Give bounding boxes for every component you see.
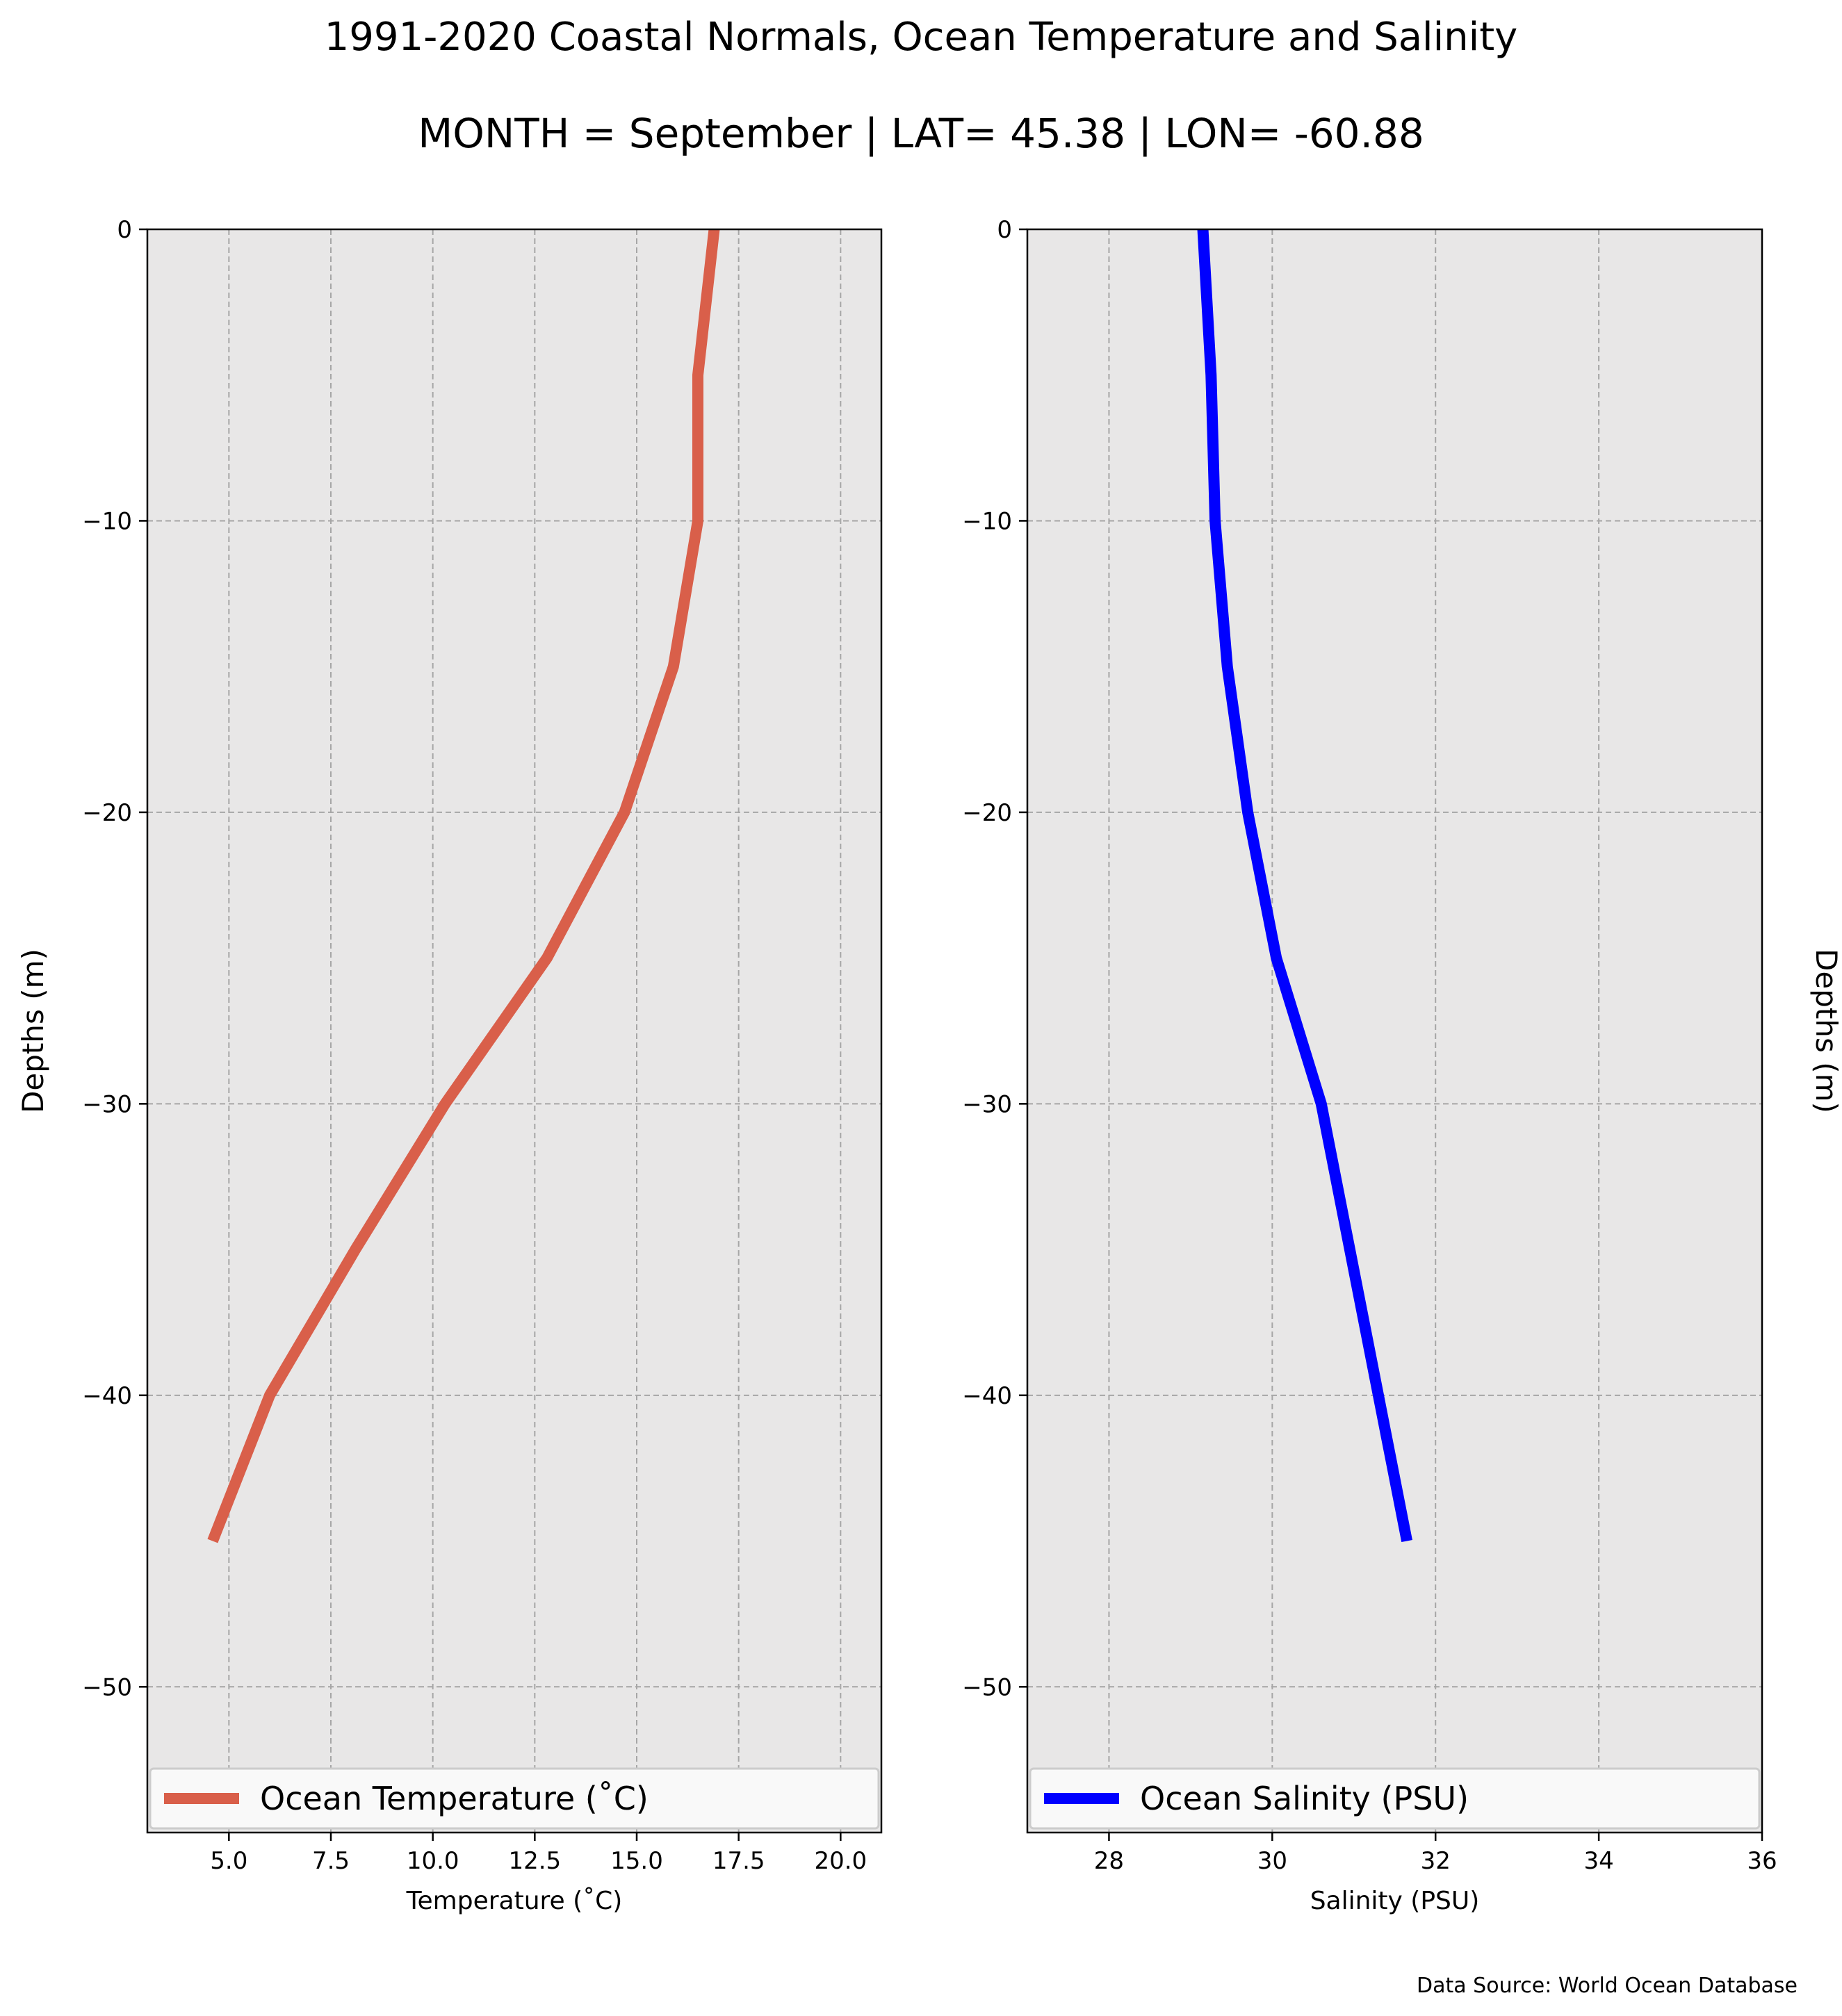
x-tick-label: 10.0 bbox=[407, 1847, 459, 1875]
plot-area bbox=[147, 229, 881, 1833]
y-tick-label: −40 bbox=[962, 1382, 1012, 1410]
temperature-panel: Ocean Temperature (˚C) 5.0 7.5 10.0 12.5 15.0… bbox=[16, 216, 883, 1915]
x-axis-label: Temperature (˚C) bbox=[406, 1887, 623, 1915]
legend-box bbox=[1029, 1767, 1761, 1830]
axes-frame bbox=[146, 228, 883, 1834]
x-tick-label: 20.0 bbox=[814, 1847, 867, 1875]
data-source-note: Data Source: World Ocean Database bbox=[1417, 1974, 1798, 1998]
axes-frame bbox=[1026, 228, 1763, 1834]
x-tick-label: 32 bbox=[1421, 1847, 1451, 1875]
series-line bbox=[207, 229, 720, 1543]
salinity-panel: Ocean Salinity (PSU) 28 30 32 34 36 0 −10 −20 −30… bbox=[962, 216, 1842, 1915]
y-tick-label: 0 bbox=[117, 216, 132, 244]
y-tick-label: −40 bbox=[82, 1382, 132, 1410]
legend-label: Ocean Temperature (˚C) bbox=[260, 1780, 649, 1817]
legend-box bbox=[149, 1767, 880, 1830]
figure-subtitle: MONTH = September | LAT= 45.38 | LON= -6… bbox=[418, 110, 1424, 157]
y-tick-label: −30 bbox=[962, 1090, 1012, 1118]
legend: Ocean Salinity (PSU) bbox=[1029, 1767, 1761, 1830]
x-tick-label: 28 bbox=[1094, 1847, 1124, 1875]
y-tick-label: −50 bbox=[82, 1673, 132, 1701]
x-tick-label: 34 bbox=[1583, 1847, 1613, 1875]
x-tick-label: 5.0 bbox=[210, 1847, 247, 1875]
x-axis-label: Salinity (PSU) bbox=[1310, 1887, 1480, 1915]
y-tick-label: −20 bbox=[962, 799, 1012, 827]
y-tick-label: −50 bbox=[962, 1673, 1012, 1701]
x-tick-label: 17.5 bbox=[712, 1847, 765, 1875]
y-axis-label: Depths (m) bbox=[16, 949, 50, 1113]
y-tick-label: 0 bbox=[997, 216, 1012, 244]
y-tick-label: −20 bbox=[82, 799, 132, 827]
y-tick-label: −10 bbox=[962, 507, 1012, 535]
y-axis-label: Depths (m) bbox=[1809, 949, 1842, 1113]
x-tick-label: 7.5 bbox=[312, 1847, 350, 1875]
y-tick-label: −10 bbox=[82, 507, 132, 535]
x-tick-label: 15.0 bbox=[610, 1847, 663, 1875]
x-tick-label: 36 bbox=[1747, 1847, 1777, 1875]
legend-label: Ocean Salinity (PSU) bbox=[1140, 1780, 1469, 1817]
y-tick-label: −30 bbox=[82, 1090, 132, 1118]
x-tick-label: 12.5 bbox=[508, 1847, 561, 1875]
figure-title: 1991-2020 Coastal Normals, Ocean Tempera… bbox=[325, 15, 1518, 60]
plot-area bbox=[1027, 229, 1762, 1833]
x-tick-label: 30 bbox=[1257, 1847, 1287, 1875]
series-line bbox=[1197, 229, 1412, 1543]
legend: Ocean Temperature (˚C) bbox=[149, 1767, 880, 1830]
